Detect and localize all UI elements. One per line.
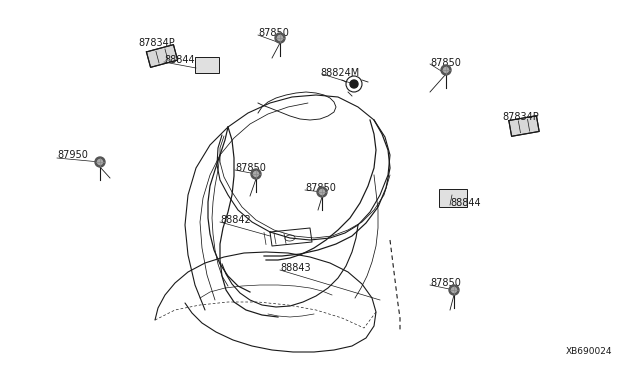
FancyBboxPatch shape (195, 57, 219, 73)
Text: 87950: 87950 (57, 150, 88, 160)
Text: 87834P: 87834P (502, 112, 539, 122)
Circle shape (319, 189, 324, 195)
Circle shape (449, 285, 459, 295)
Circle shape (444, 67, 449, 73)
Text: 88842: 88842 (220, 215, 251, 225)
Text: XB690024: XB690024 (566, 347, 612, 356)
Circle shape (451, 288, 456, 292)
Text: 88843: 88843 (280, 263, 310, 273)
Circle shape (278, 35, 282, 41)
Circle shape (95, 157, 105, 167)
Text: 87850: 87850 (235, 163, 266, 173)
Circle shape (251, 169, 261, 179)
Text: 87850: 87850 (430, 278, 461, 288)
Text: 88844: 88844 (164, 55, 195, 65)
Circle shape (350, 80, 358, 88)
Text: 87850: 87850 (305, 183, 336, 193)
Circle shape (441, 65, 451, 75)
FancyBboxPatch shape (439, 189, 467, 207)
Circle shape (275, 33, 285, 43)
Text: 87834P: 87834P (138, 38, 175, 48)
Text: 87850: 87850 (430, 58, 461, 68)
Circle shape (253, 171, 259, 176)
Polygon shape (509, 116, 539, 136)
Polygon shape (147, 45, 177, 67)
Circle shape (97, 160, 102, 164)
Text: 88844: 88844 (450, 198, 481, 208)
Text: 88824M: 88824M (320, 68, 359, 78)
Text: 87850: 87850 (258, 28, 289, 38)
Circle shape (317, 187, 327, 197)
